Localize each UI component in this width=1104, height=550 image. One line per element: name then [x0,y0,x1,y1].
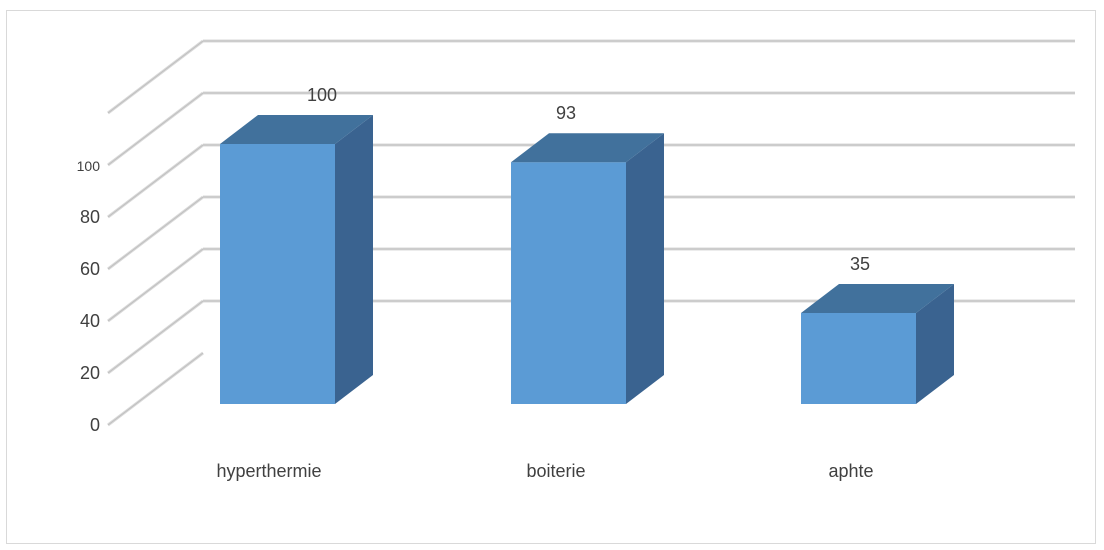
bar-front-face [511,162,626,404]
bar-hyperthermie [220,115,373,404]
category-label: aphte [828,461,873,481]
data-labels: 100 93 35 [307,85,870,274]
gridline-diagonal-core [107,92,204,166]
y-tick-label: 100 [77,158,101,174]
gridline-diagonal-core [107,40,204,114]
y-tick-label: 80 [80,207,100,227]
bar-side-face [335,115,373,404]
bar-top-face [801,284,954,313]
y-tick-label: 60 [80,259,100,279]
y-tick-label: 40 [80,311,100,331]
gridline-diagonal-core [107,144,204,218]
y-tick-label: 0 [90,415,100,435]
data-label: 100 [307,85,337,105]
bar-top-face [220,115,373,144]
data-label: 35 [850,254,870,274]
gridline-diagonal-core [107,248,204,322]
bar-boiterie [511,133,664,404]
bar-side-face [626,133,664,404]
x-axis-category-labels: hyperthermie boiterie aphte [216,461,873,481]
category-label: boiterie [526,461,585,481]
gridline-diagonal-core [107,196,204,270]
bar-front-face [801,313,916,404]
bar-side-face [916,284,954,404]
y-axis-tick-labels: 0 20 40 60 80 100 [77,158,101,435]
bar-top-face [511,133,664,163]
category-label: hyperthermie [216,461,321,481]
gridline-diagonal-core [107,300,204,374]
bars [220,115,954,404]
bar-aphte [801,284,954,404]
bar-front-face [220,144,335,404]
data-label: 93 [556,103,576,123]
y-tick-label: 20 [80,363,100,383]
gridline-diagonal-core [107,352,204,426]
